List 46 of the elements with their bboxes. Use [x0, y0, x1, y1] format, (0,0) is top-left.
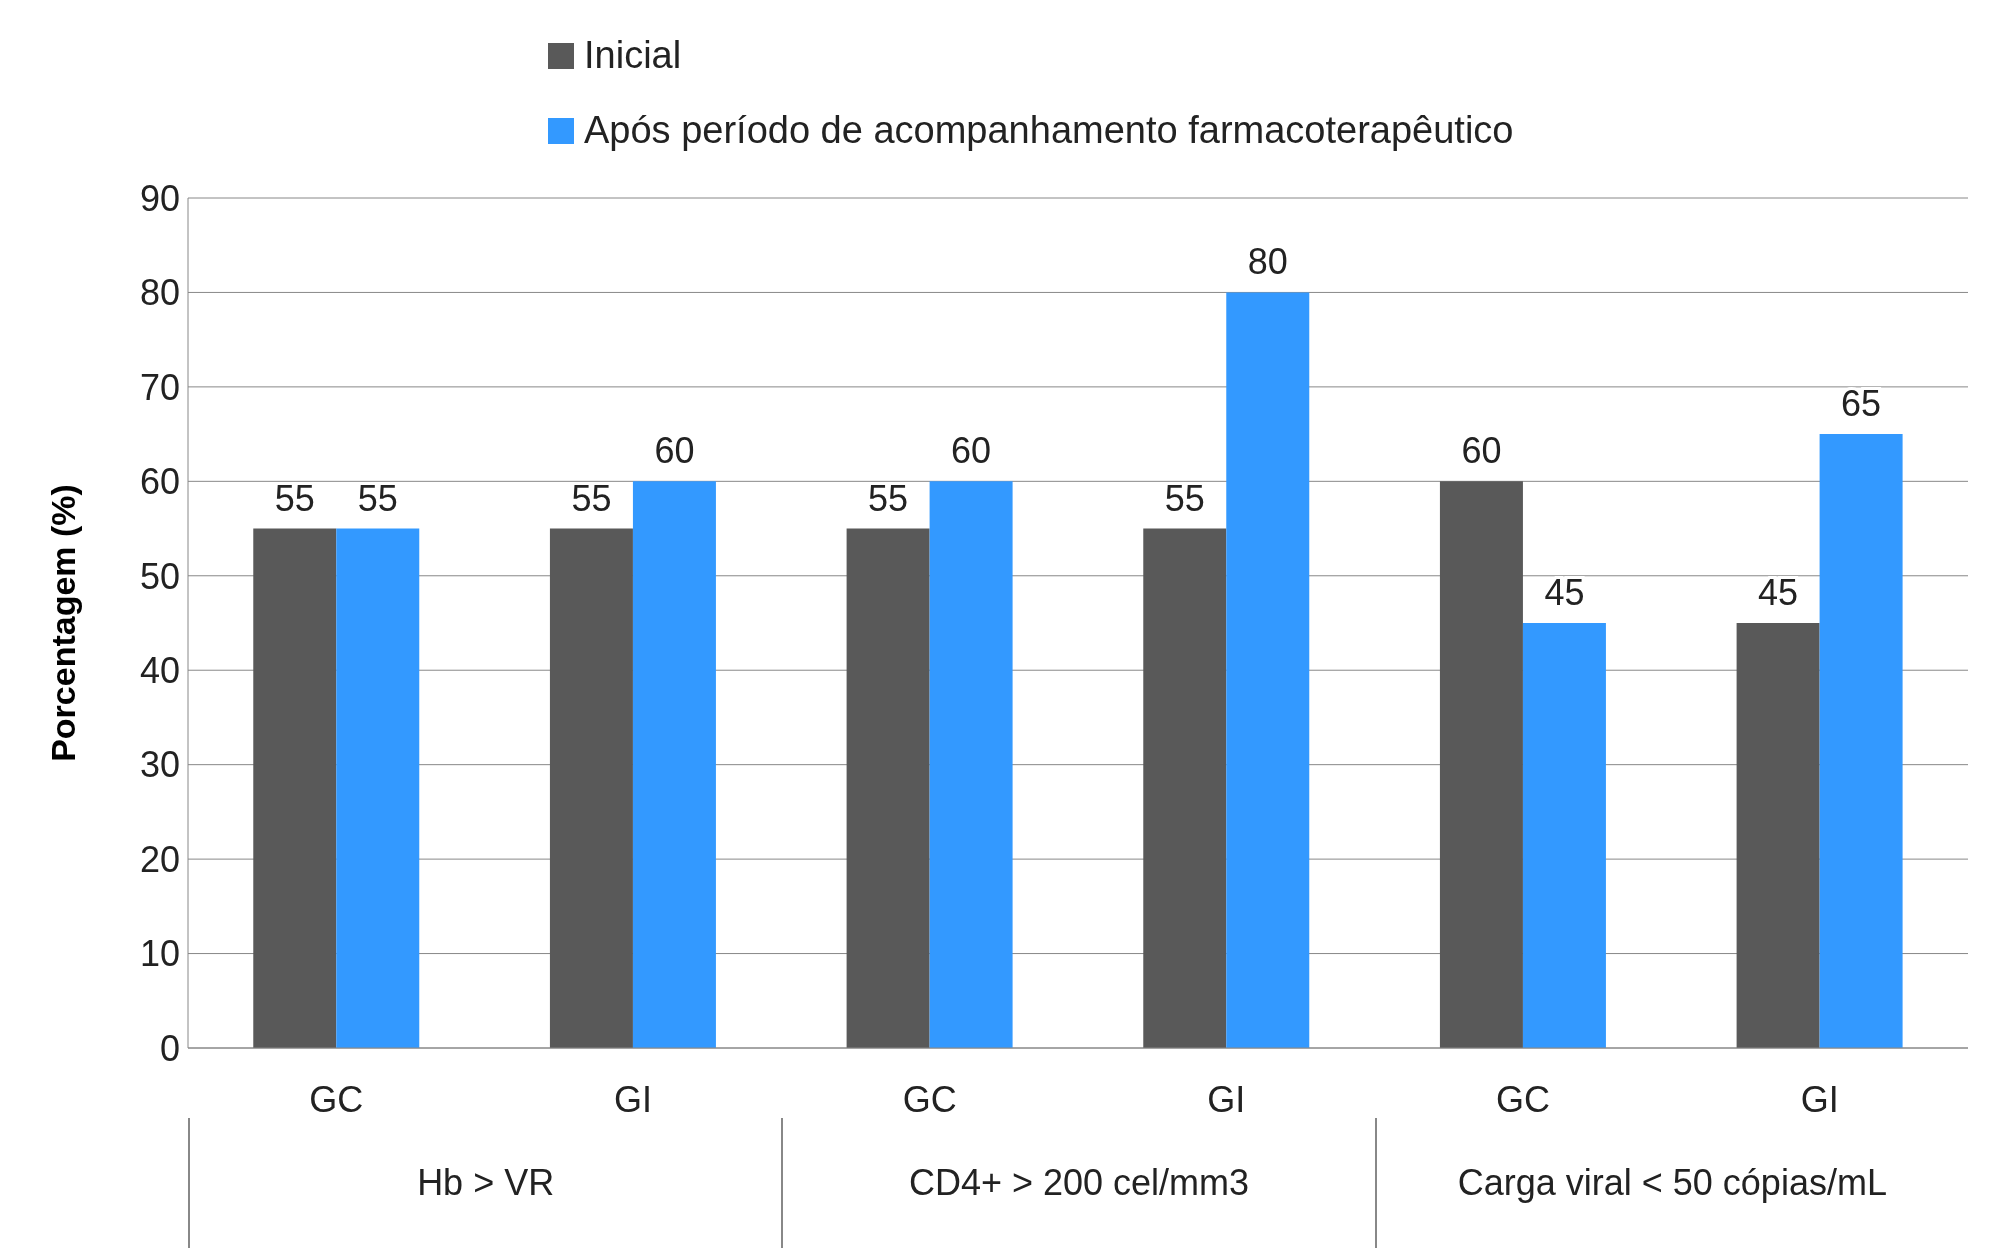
bar [1522, 623, 1606, 1048]
y-tick-label: 70 [139, 366, 180, 408]
y-tick-label: 30 [139, 744, 180, 786]
data-label: 55 [868, 477, 909, 519]
y-tick-label: 10 [139, 933, 180, 975]
y-tick-label: 40 [139, 650, 180, 691]
bar [1819, 434, 1903, 1048]
data-label: 60 [654, 430, 695, 472]
x-tick-label: GI [1207, 1078, 1246, 1120]
bar [929, 481, 1013, 1048]
legend-label: Inicial [584, 34, 682, 77]
legend-label: Após período de acompanhamento farmacoterapêutico [584, 109, 1514, 152]
data-label: 55 [571, 477, 612, 519]
data-label: 45 [1758, 572, 1799, 613]
bar [1226, 292, 1310, 1048]
text: Carga viral < 50 cópias/mL [1374, 1118, 1968, 1248]
y-tick-label: 80 [139, 272, 180, 314]
x-tick-label: GI [1800, 1078, 1839, 1120]
x-tick-label: GC [902, 1078, 957, 1120]
y-tick-label: 90 [139, 177, 180, 219]
data-label: 55 [1164, 477, 1205, 519]
text: Hb > VR [188, 1118, 782, 1248]
x-tick-label: GC [1496, 1078, 1550, 1120]
data-label: 60 [1461, 430, 1502, 472]
y-tick-label: 0 [159, 1027, 180, 1069]
bar [1439, 481, 1523, 1048]
data-label: 60 [951, 430, 992, 472]
data-label: 80 [1247, 241, 1288, 283]
bar [632, 481, 716, 1048]
data-label: 65 [1841, 383, 1882, 425]
data-label: 55 [274, 477, 315, 519]
bar [549, 528, 633, 1048]
y-tick-label: 50 [139, 555, 180, 597]
text: CD4+ > 200 cel/mm3 [781, 1118, 1375, 1248]
x-tick-label: GI [613, 1078, 653, 1120]
y-tick-label: 20 [139, 838, 180, 880]
bar [1143, 528, 1227, 1048]
bar [846, 528, 930, 1048]
x-tick-label: GC [309, 1078, 364, 1120]
bar [336, 528, 420, 1048]
y-axis-title: Porcentagem (%) [44, 484, 83, 762]
y-tick-label: 60 [139, 461, 180, 503]
data-label: 55 [357, 477, 398, 519]
bar [1736, 623, 1820, 1048]
bar [253, 528, 337, 1048]
data-label: 45 [1544, 572, 1585, 613]
